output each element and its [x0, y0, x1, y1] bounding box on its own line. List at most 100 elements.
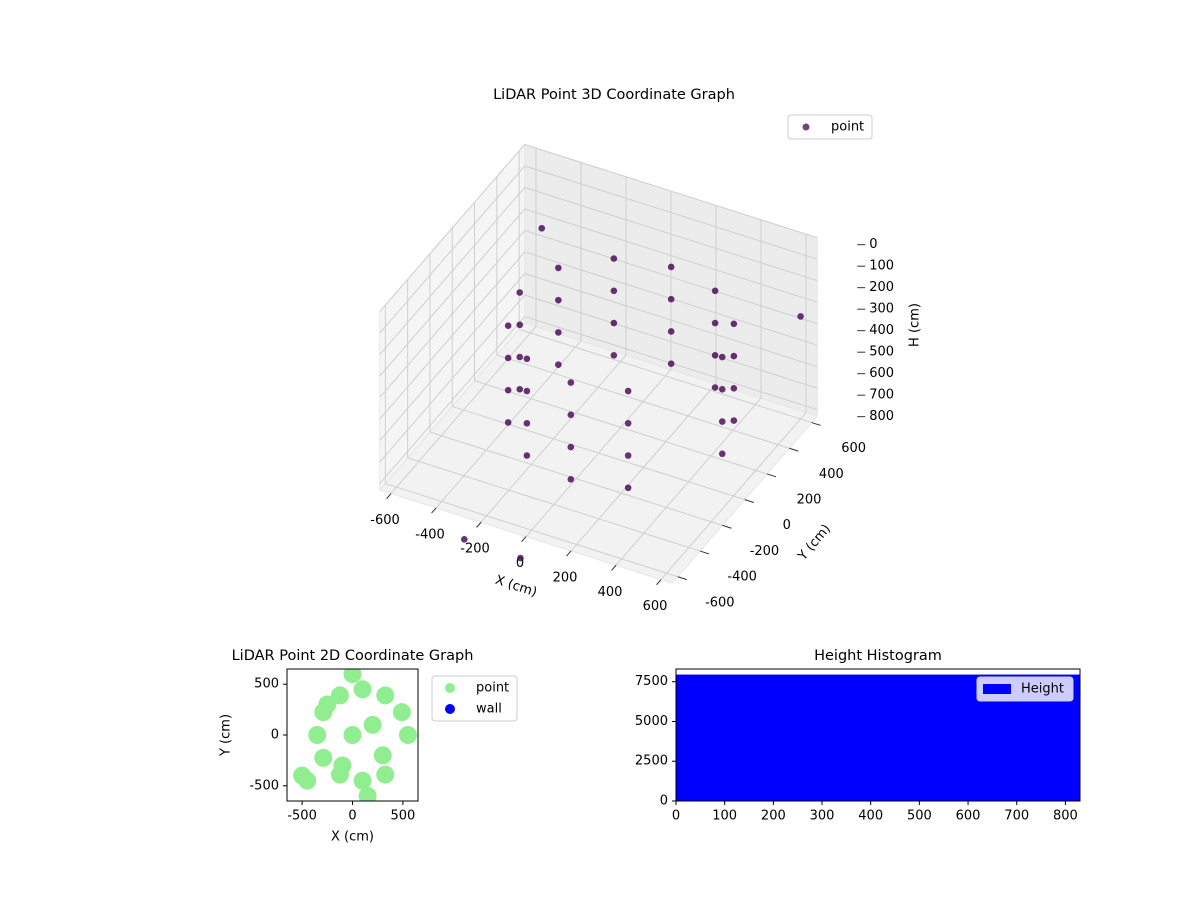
point	[314, 748, 333, 767]
point	[523, 419, 531, 427]
point	[711, 319, 719, 327]
legend-marker	[983, 684, 1011, 694]
y-tick-label: 600	[841, 441, 866, 456]
x-tick-label: -500	[287, 809, 317, 824]
point	[667, 360, 675, 367]
point	[516, 385, 524, 393]
point	[376, 765, 395, 784]
point	[555, 361, 562, 368]
x-tick-label: -200	[460, 542, 490, 557]
grid-line	[379, 316, 526, 484]
chart-title: LiDAR Point 3D Coordinate Graph	[493, 87, 735, 103]
point	[718, 385, 726, 393]
x-tick-label: 100	[712, 809, 737, 824]
grid-line	[496, 354, 790, 449]
x-tick-label: 0	[516, 556, 524, 571]
point	[373, 746, 392, 765]
chart-title: LiDAR Point 2D Coordinate Graph	[232, 648, 474, 664]
point	[333, 756, 352, 775]
point	[667, 328, 675, 335]
point	[353, 680, 372, 699]
x-tick-label: 400	[858, 809, 883, 824]
x-tick-label: 200	[553, 570, 578, 585]
point	[516, 321, 524, 329]
grid-line	[379, 165, 526, 334]
z-tick-label: 300	[869, 302, 894, 317]
x-tick-label: 700	[1004, 809, 1029, 824]
point	[376, 686, 395, 705]
point	[353, 771, 372, 790]
point	[610, 319, 618, 327]
legend-box	[787, 114, 873, 140]
point	[516, 353, 524, 361]
grid-line	[524, 294, 818, 389]
tick-mark	[521, 536, 527, 543]
point	[318, 695, 337, 714]
grid-line	[407, 457, 701, 552]
point	[363, 715, 382, 734]
y-tick-label: 7500	[635, 674, 668, 689]
point	[624, 484, 632, 492]
point	[555, 264, 562, 272]
legend-marker	[445, 683, 455, 693]
legend-marker	[445, 704, 455, 714]
x-tick-label: 500	[390, 809, 415, 824]
grid-line	[524, 229, 818, 325]
z-tick-label: 600	[869, 366, 894, 381]
point	[624, 419, 632, 427]
point	[555, 296, 562, 304]
grid-line	[379, 208, 526, 377]
point	[504, 354, 512, 362]
point	[538, 224, 546, 232]
z-tick-label: 200	[869, 280, 894, 295]
z-tick-label: 400	[869, 323, 894, 338]
y-tick-label: -600	[705, 595, 735, 610]
tick-mark	[744, 499, 754, 503]
point	[567, 379, 575, 386]
y-tick-label: 0	[783, 518, 791, 533]
tick-mark	[386, 493, 392, 500]
legend-marker	[802, 123, 810, 131]
legend-label: point	[476, 681, 509, 696]
x-axis-label: X (cm)	[331, 830, 374, 845]
z-tick-label: 0	[869, 237, 877, 252]
legend-label: Height	[1021, 682, 1064, 697]
point	[711, 287, 719, 295]
axes-frame	[675, 668, 1081, 802]
point	[667, 295, 675, 303]
point	[461, 536, 468, 543]
grid-line	[379, 251, 526, 420]
point	[567, 411, 575, 419]
z-axis-label: H (cm)	[908, 303, 923, 347]
grid-line	[379, 230, 526, 398]
z-tick-label: 800	[869, 409, 894, 424]
y-tick-label: 200	[797, 492, 822, 507]
tick-mark	[611, 564, 617, 571]
y-tick-label: 0	[660, 794, 668, 809]
point	[358, 786, 377, 801]
point	[567, 443, 575, 451]
grid-line	[429, 431, 723, 526]
y-axis-label: Y (cm)	[219, 714, 234, 757]
legend-box	[976, 676, 1074, 702]
tick-mark	[766, 473, 777, 478]
grid-line	[379, 187, 526, 355]
point	[555, 329, 562, 336]
legend-label: point	[831, 120, 864, 135]
grid-line	[524, 272, 818, 368]
point	[730, 320, 738, 328]
x-tick-label: 400	[598, 585, 623, 600]
point	[624, 387, 632, 395]
tick-mark	[566, 550, 572, 557]
point	[523, 452, 531, 459]
point	[516, 289, 524, 296]
x-tick-label: 500	[907, 809, 932, 824]
grid-line	[524, 143, 818, 239]
point	[730, 417, 738, 424]
grid-line	[524, 186, 818, 282]
z-tick-label: 100	[869, 259, 894, 274]
tick-mark	[656, 579, 662, 586]
y-tick-label: -500	[249, 778, 279, 793]
